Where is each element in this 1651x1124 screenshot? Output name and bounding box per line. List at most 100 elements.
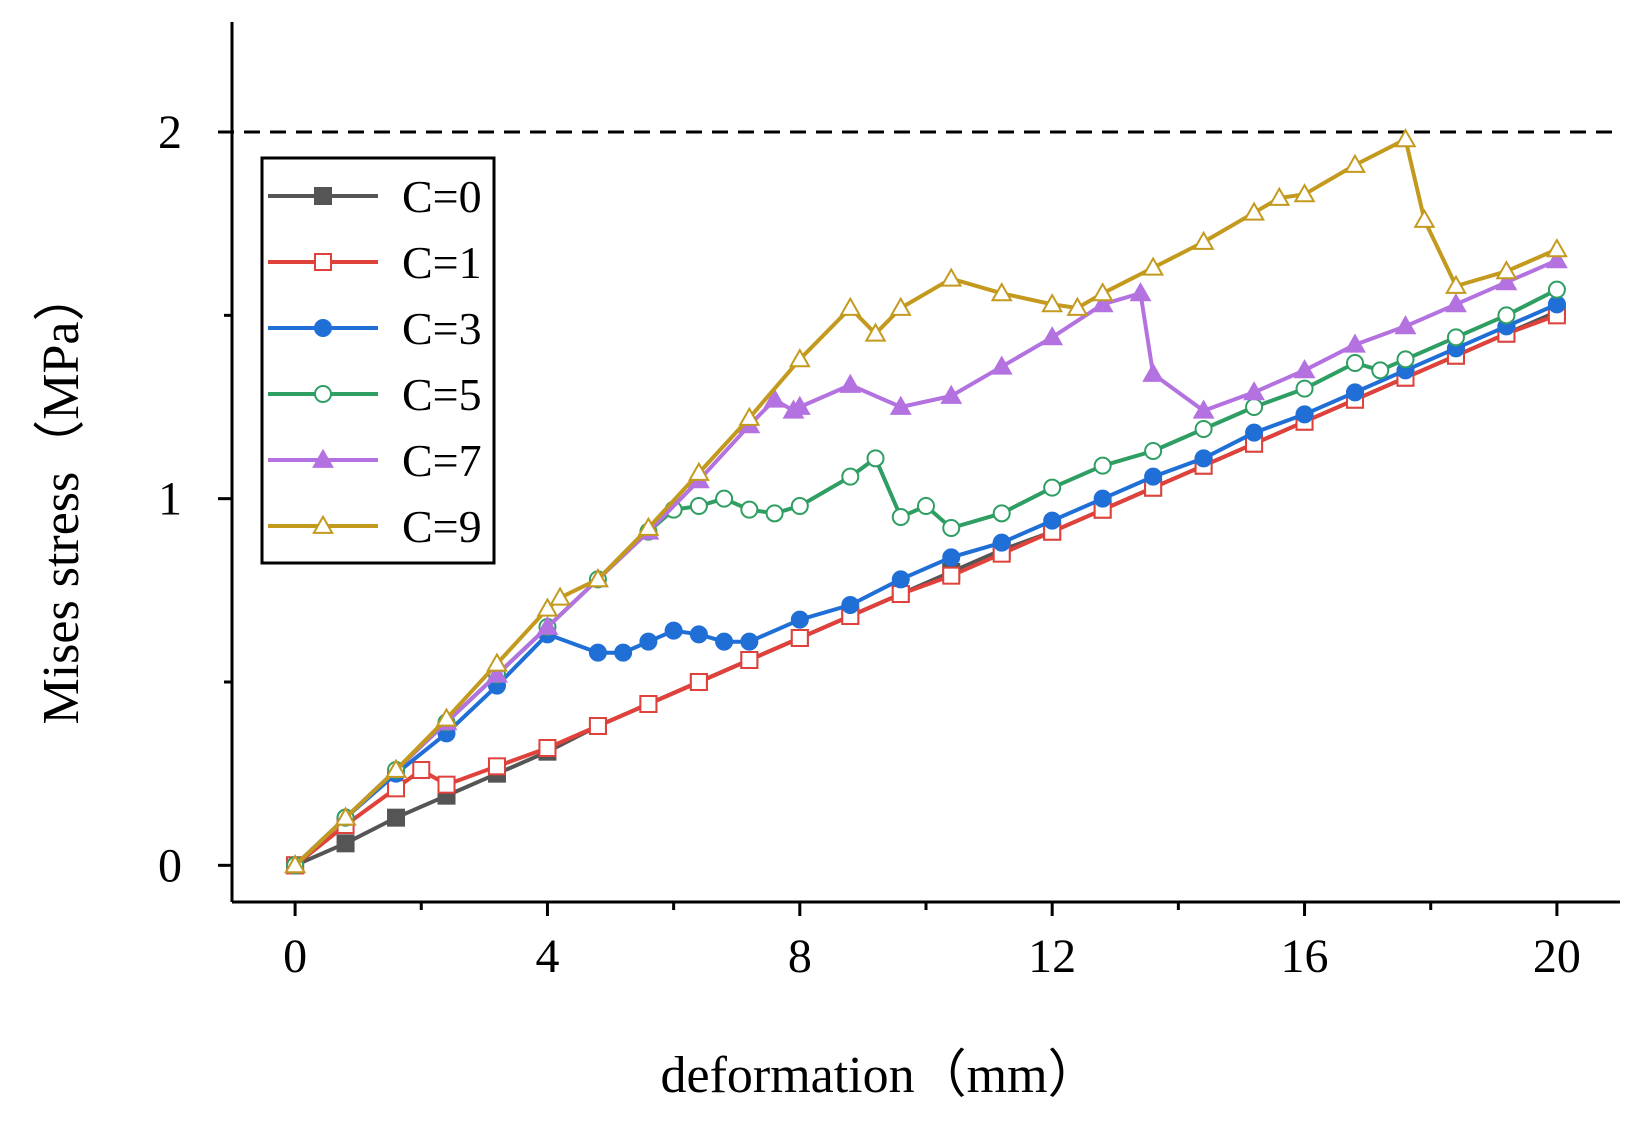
data-point xyxy=(687,461,710,481)
data-point xyxy=(334,806,357,826)
data-point xyxy=(614,643,633,662)
legend-label: C=0 xyxy=(402,171,482,222)
data-point xyxy=(1268,186,1291,206)
data-point xyxy=(637,516,660,536)
x-tick-label: 4 xyxy=(535,930,559,983)
data-point xyxy=(992,533,1011,552)
data-point xyxy=(1129,282,1152,302)
data-point xyxy=(1445,274,1467,294)
legend-label: C=1 xyxy=(402,237,482,288)
data-point xyxy=(940,267,963,287)
data-point xyxy=(1445,293,1467,313)
legend-item: C=1 xyxy=(268,237,482,288)
data-point xyxy=(1293,359,1316,379)
data-point xyxy=(1295,379,1314,398)
data-point xyxy=(538,739,557,757)
data-point xyxy=(942,548,961,567)
data-point xyxy=(1295,405,1314,424)
data-point xyxy=(839,373,862,393)
data-point xyxy=(1394,128,1417,148)
data-point xyxy=(1446,328,1465,347)
data-point xyxy=(889,296,912,316)
data-point xyxy=(1545,249,1568,269)
data-point xyxy=(990,355,1013,375)
data-point xyxy=(549,586,571,606)
data-point xyxy=(1344,333,1366,353)
data-point xyxy=(1194,449,1213,468)
y-tick-label: 0 xyxy=(158,839,182,892)
data-point xyxy=(891,570,910,589)
legend-marker xyxy=(314,253,332,271)
series-c-9 xyxy=(284,128,1568,874)
data-point xyxy=(891,585,910,603)
data-point xyxy=(790,497,809,515)
x-axis-title: deformation（mm） xyxy=(660,1047,1099,1104)
data-point xyxy=(336,834,355,853)
data-point xyxy=(1041,326,1064,346)
data-point xyxy=(435,707,458,727)
legend-box xyxy=(260,156,496,565)
data-point xyxy=(864,322,887,342)
data-point xyxy=(790,629,809,647)
data-point xyxy=(1346,383,1365,402)
data-point xyxy=(1091,293,1114,313)
data-point xyxy=(387,808,406,827)
legend-label: C=5 xyxy=(402,369,482,420)
data-point xyxy=(1043,478,1062,497)
legend: C=0 C=1 C=3 C=5 C=7 C=9 xyxy=(260,156,496,565)
data-point xyxy=(486,663,508,683)
data-point xyxy=(1344,153,1366,173)
data-point xyxy=(990,282,1013,302)
x-tick-label: 12 xyxy=(1028,930,1076,983)
data-point xyxy=(765,504,784,523)
data-point xyxy=(866,449,885,468)
data-point xyxy=(891,508,910,526)
data-point xyxy=(1093,456,1112,475)
data-point xyxy=(689,625,708,644)
y-axis-title: Mises stress（MPa） xyxy=(33,269,90,724)
data-point xyxy=(738,406,761,426)
data-point xyxy=(536,615,559,635)
data-point xyxy=(587,568,609,588)
data-point xyxy=(1394,315,1417,335)
data-point xyxy=(763,388,786,408)
data-point xyxy=(412,761,431,779)
data-point xyxy=(942,566,961,585)
data-point xyxy=(992,504,1011,523)
data-point xyxy=(487,757,506,776)
data-point xyxy=(1192,399,1215,419)
data-point xyxy=(664,621,683,640)
data-point xyxy=(1371,361,1390,380)
data-point xyxy=(1043,511,1062,530)
data-point xyxy=(940,384,963,404)
legend-item: C=9 xyxy=(268,501,482,552)
data-point xyxy=(1245,398,1264,416)
x-tick-label: 16 xyxy=(1281,930,1329,983)
data-point xyxy=(1547,295,1566,314)
y-tick-label: 1 xyxy=(158,473,182,526)
data-point xyxy=(1142,362,1165,382)
data-point xyxy=(841,467,860,486)
legend-label: C=3 xyxy=(402,303,482,354)
data-point xyxy=(1041,293,1064,313)
data-point xyxy=(740,500,759,519)
data-point xyxy=(1091,282,1114,302)
data-point xyxy=(588,643,607,662)
data-point xyxy=(588,717,607,735)
legend-label: C=9 xyxy=(402,501,482,552)
x-tick-label: 8 xyxy=(788,930,812,983)
data-point xyxy=(639,632,658,651)
data-point xyxy=(387,779,406,798)
data-point xyxy=(1142,256,1165,276)
data-point xyxy=(740,651,759,669)
data-point xyxy=(841,596,860,614)
legend-label: C=7 xyxy=(402,435,482,486)
x-tick-label: 20 xyxy=(1533,930,1581,983)
legend-marker xyxy=(312,448,334,468)
legend-item: C=7 xyxy=(268,435,482,486)
data-point xyxy=(1495,260,1518,280)
data-point xyxy=(1547,280,1566,299)
legend-marker xyxy=(314,385,332,403)
data-point xyxy=(715,489,734,508)
data-point xyxy=(1192,230,1215,250)
